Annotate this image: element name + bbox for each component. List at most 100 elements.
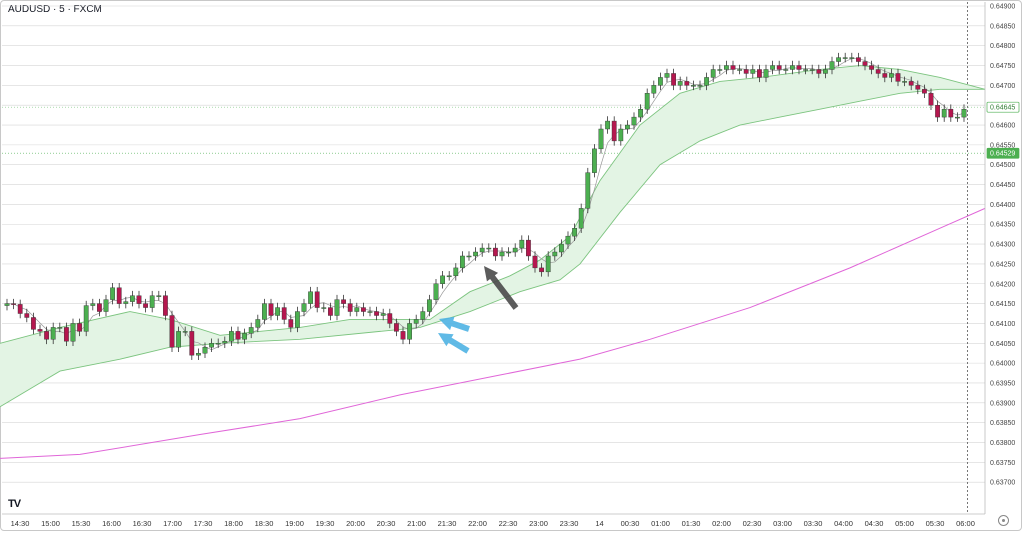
candle-bearish [116,287,122,304]
cloud-lower-line [0,88,985,408]
candle-bullish [710,69,716,78]
y-tick-label: 0.64050 [990,341,1015,348]
candle-bearish [189,331,195,356]
candle-bullish [195,353,201,356]
x-tick-label: 19:00 [285,519,304,528]
candle-bullish [737,69,743,71]
candle-bearish [374,311,379,316]
x-tick-label: 04:00 [834,519,853,528]
candle-bullish [677,81,683,86]
candle-bullish [209,343,214,348]
candle-bullish [889,73,894,78]
candle-bearish [908,81,914,86]
candle-bullish [479,247,485,253]
candle-bullish [354,307,360,312]
candle-bullish [149,295,155,308]
candle-bearish [341,299,346,304]
candle-bullish [70,323,76,342]
x-tick-label: 14:30 [11,519,30,528]
candle-bullish [446,275,452,278]
grid [2,2,985,515]
price-axis[interactable]: 0.64900 0.64850 0.64800 0.64750 0.64700 0.646… [984,2,1020,514]
x-tick-label: 20:30 [377,519,396,528]
candle-bullish [697,85,703,87]
candle-bearish [37,329,43,332]
candle-bullish [308,291,313,304]
candle-bullish [585,172,591,209]
candle-bullish [4,303,10,306]
candle-bullish [724,65,729,70]
candle-bearish [671,73,677,86]
candle-bullish [301,303,307,312]
candle-bullish [367,311,373,313]
y-tick-label: 0.64500 [990,162,1015,169]
y-tick-label: 0.64000 [990,361,1015,368]
candle-bearish [493,247,498,257]
candle-bullish [228,331,234,342]
candle-bullish [90,303,96,306]
candle-bullish [651,85,657,94]
candle-bullish [902,81,908,83]
candle-bullish [961,108,967,118]
candle-bearish [948,108,954,118]
candle-bullish [242,333,247,340]
y-tick-label: 0.64100 [990,321,1015,328]
candles [4,52,967,360]
candle-bearish [611,120,617,142]
y-tick-label: 0.64900 [990,4,1015,11]
candle-bearish [328,307,333,316]
candle-bearish [24,313,30,318]
candle-bullish [453,267,459,277]
candle-bullish [618,128,624,142]
candle-bullish [262,303,267,320]
candle-bullish [427,299,432,312]
settings-icon[interactable] [998,515,1009,526]
x-tick-label: 15:00 [41,519,60,528]
candle-bullish [275,307,280,316]
candle-bullish [691,85,696,87]
candle-bullish [50,327,56,340]
y-tick-label: 0.63800 [990,440,1015,447]
candle-bullish [83,305,89,332]
x-tick-label: 23:00 [529,519,548,528]
x-tick-label: 05:00 [895,519,914,528]
candle-bullish [123,301,129,304]
x-tick-label: 02:30 [743,519,762,528]
x-tick-label: 18:00 [224,519,243,528]
candle-bearish [532,255,538,269]
x-tick-label: 16:30 [133,519,152,528]
candle-bullish [638,108,644,118]
y-tick-label: 0.64750 [990,63,1015,70]
chart-title: AUDUSD · 5 · FXCM [8,4,102,15]
candle-bearish [684,81,690,86]
candle-bullish [836,57,842,62]
candle-bullish [803,69,809,71]
candle-bullish [321,307,327,309]
candle-bullish [565,235,571,245]
candle-bearish [281,307,287,320]
x-tick-label: 22:00 [468,519,487,528]
slow-ma-line [0,207,986,459]
y-tick-label: 0.63750 [990,460,1015,467]
x-tick-label: 15:30 [72,519,91,528]
candle-bullish [519,239,525,249]
current-price-label: 0.64645 [990,105,1015,112]
candle-bullish [842,57,848,59]
candle-bullish [460,255,465,269]
candle-bearish [77,323,83,332]
candle-bearish [44,331,50,340]
candle-bullish [57,327,63,329]
candle-bullish [129,295,135,302]
candle-bullish [486,247,492,250]
candle-bullish [202,347,208,354]
candle-bearish [730,65,736,70]
candle-bearish [235,331,241,340]
time-axis[interactable]: 14:30 15:00 15:30 16:00 16:30 17:00 17:30 18:00… [11,519,975,528]
candle-bullish [103,299,109,312]
candle-bullish [248,327,254,334]
x-tick-label: 21:30 [438,519,457,528]
candle-bearish [539,267,545,273]
candle-bullish [598,128,604,150]
y-tick-label: 0.64300 [990,242,1015,249]
